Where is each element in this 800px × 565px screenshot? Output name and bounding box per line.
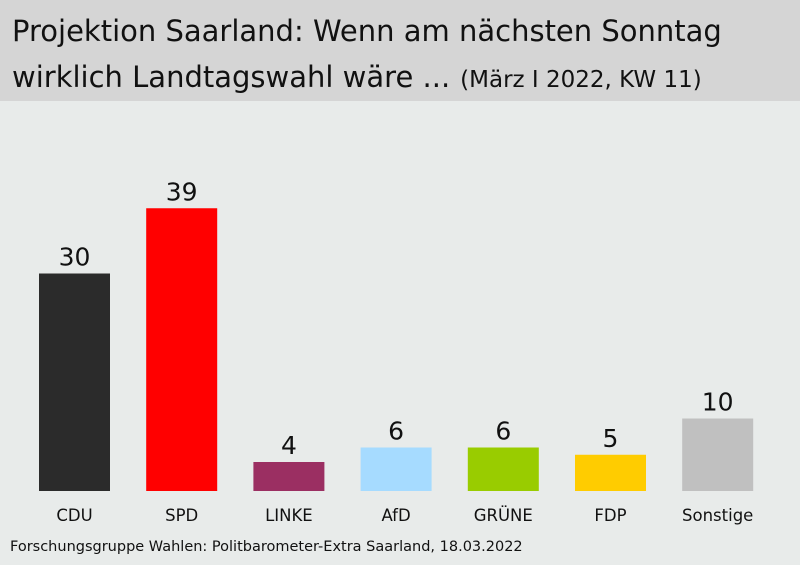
chart-header: Projektion Saarland: Wenn am nächsten So…	[0, 0, 800, 101]
source-note: Forschungsgruppe Wahlen: Politbarometer-…	[10, 539, 523, 555]
category-label-sonstige: Sonstige	[682, 506, 753, 525]
category-label-afd: AfD	[381, 506, 410, 525]
value-label-fdp: 5	[603, 424, 619, 453]
value-label-grüne: 6	[495, 417, 511, 446]
category-label-fdp: FDP	[594, 506, 626, 525]
bar-sonstige	[682, 418, 754, 491]
bar-cdu	[39, 273, 110, 491]
chart-title-line1: Projektion Saarland: Wenn am nächsten So…	[12, 14, 722, 48]
value-label-afd: 6	[388, 417, 404, 446]
bar-spd	[146, 208, 218, 491]
value-label-spd: 39	[166, 177, 198, 206]
category-label-grüne: GRÜNE	[474, 506, 533, 525]
chart-subtitle: (März I 2022, KW 11)	[460, 67, 702, 93]
category-label-cdu: CDU	[56, 506, 92, 525]
category-label-linke: LINKE	[265, 506, 313, 525]
category-label-spd: SPD	[165, 506, 198, 525]
bar-afd	[360, 447, 432, 491]
bar-fdp	[575, 454, 646, 491]
bar-chart: 30 CDU 39 SPD 4 LINKE 6 AfD 6 GRÜNE 5 FDP 10 Sonstige	[39, 177, 754, 525]
bar-grüne	[467, 447, 539, 491]
chart-title-line2-text: wirklich Landtagswahl wäre ...	[12, 60, 451, 94]
value-label-sonstige: 10	[702, 388, 734, 417]
value-label-cdu: 30	[59, 243, 91, 272]
value-label-linke: 4	[281, 431, 297, 460]
chart-title-line2: wirklich Landtagswahl wäre ... (März I 20…	[12, 60, 702, 94]
bar-linke	[253, 462, 325, 491]
